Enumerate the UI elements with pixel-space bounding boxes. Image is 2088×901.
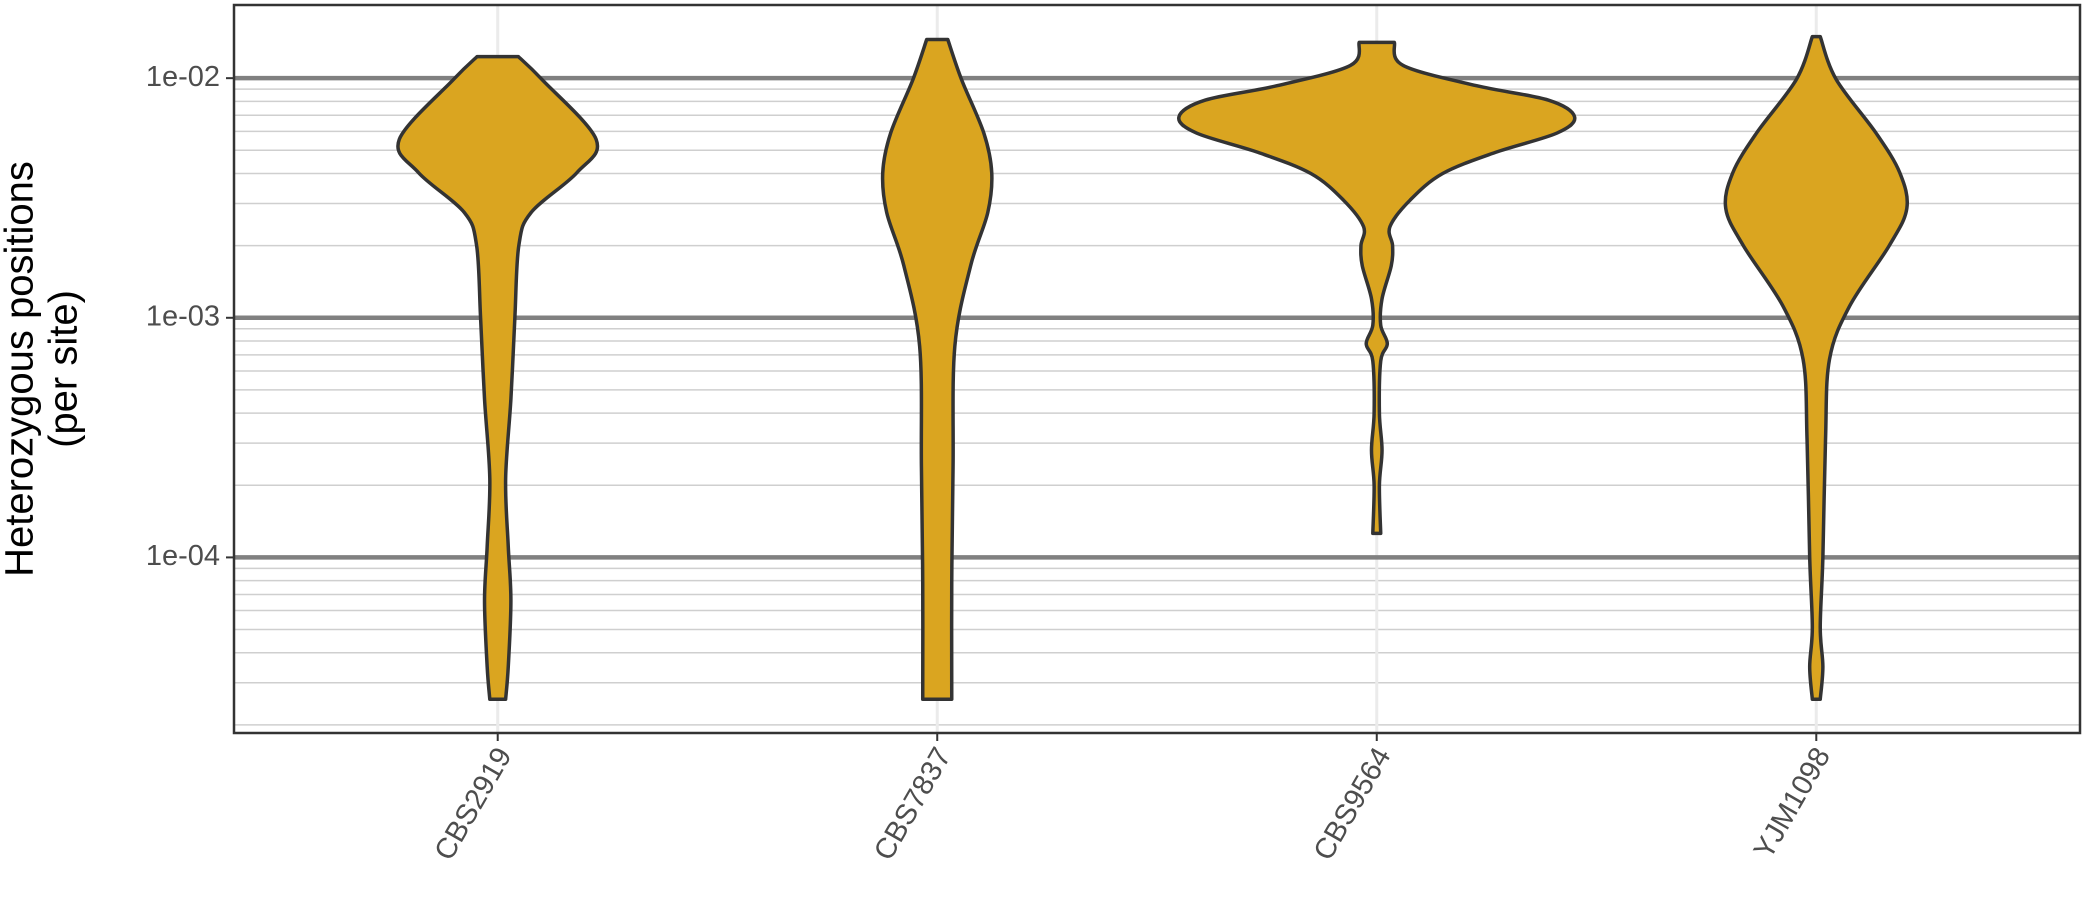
x-tick-label: YJM1098 <box>1748 742 1837 864</box>
y-axis-title: Heterozygous positions (per site) <box>0 161 86 577</box>
violin <box>880 37 994 701</box>
x-tick-label: CBS7837 <box>868 742 958 866</box>
violin <box>1177 40 1577 536</box>
y-tick-label: 1e-02 <box>146 61 220 93</box>
y-tick-label: 1e-03 <box>146 300 220 332</box>
y-tick-label: 1e-04 <box>146 540 220 572</box>
x-tick-label: CBS9564 <box>1308 742 1398 866</box>
x-tick-label: CBS2919 <box>429 742 519 866</box>
panel-border <box>232 3 2082 735</box>
violin <box>396 54 600 701</box>
y-axis-title-line: Heterozygous positions <box>0 161 42 577</box>
violin <box>1723 34 1909 701</box>
y-axis-title-line: (per site) <box>42 290 86 448</box>
